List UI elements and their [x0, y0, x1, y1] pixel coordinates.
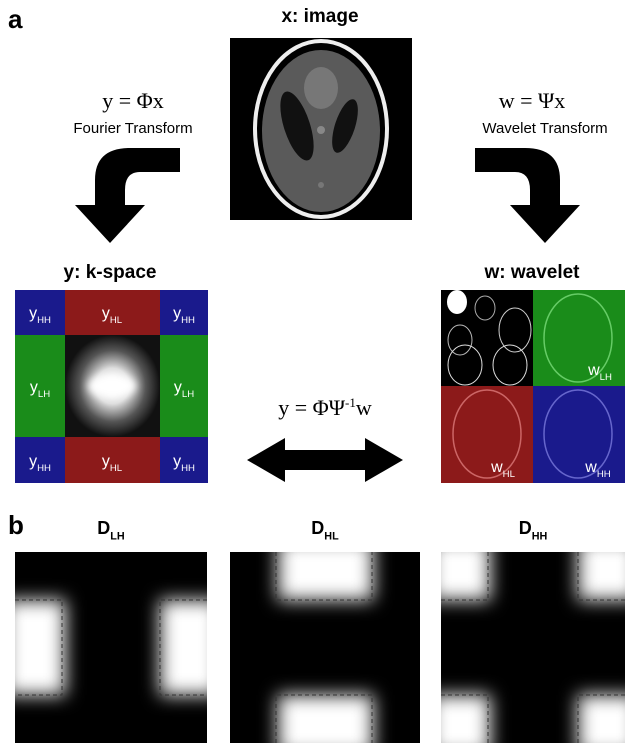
fourier-name: Fourier Transform [73, 120, 192, 137]
filter-image [430, 540, 625, 743]
filter-title: DLH [97, 518, 125, 542]
phantom-image [230, 38, 412, 220]
wavelet-name: Wavelet Transform [482, 120, 607, 137]
filter-title: DHL [311, 518, 339, 542]
arrow-right [475, 148, 580, 243]
relation-equation: y = ΦΨ-1w [278, 395, 372, 420]
filter-image [5, 552, 220, 743]
filter-image [230, 540, 420, 743]
double-arrow [247, 438, 403, 482]
wavelet-title: w: wavelet [483, 262, 580, 283]
panel-label: b [8, 510, 24, 540]
kspace-title: y: k-space [64, 262, 157, 283]
fourier-equation: y = Φx [102, 88, 164, 113]
arrow-left [75, 148, 180, 243]
filter-title: DHH [519, 518, 548, 542]
wavelet-equation: w = Ψx [499, 88, 566, 113]
image-title: x: image [281, 6, 358, 27]
wavelet-grid [441, 290, 625, 483]
panel-label: a [8, 4, 23, 34]
figure: a x: image y = Φx Fourier Transform w = … [0, 0, 625, 743]
